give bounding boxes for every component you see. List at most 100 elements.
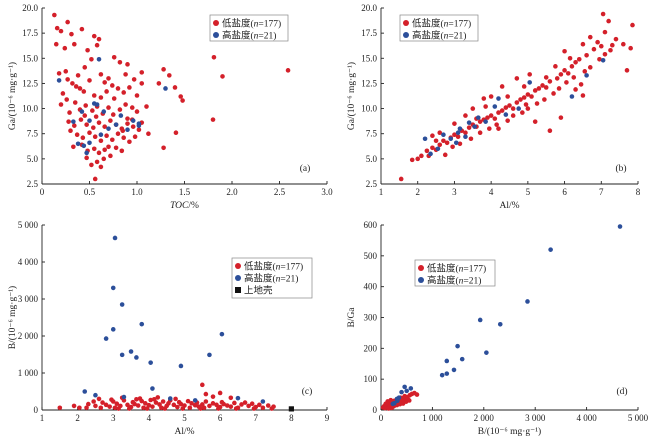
data-point	[151, 396, 157, 402]
data-point	[452, 121, 457, 126]
data-point	[285, 68, 291, 73]
series-low	[398, 11, 635, 182]
y-tick-label: 2 000	[18, 331, 39, 341]
data-point	[102, 124, 107, 129]
data-point	[54, 25, 60, 31]
data-point	[83, 103, 88, 108]
data-point	[584, 73, 589, 78]
x-tick-label: 5 000	[628, 413, 649, 423]
data-point	[525, 299, 530, 304]
data-point	[457, 126, 463, 131]
data-point	[569, 94, 575, 99]
data-point	[161, 145, 166, 151]
x-tick-label: 9	[325, 413, 330, 423]
data-point	[562, 48, 567, 54]
data-point	[84, 155, 89, 161]
data-point	[484, 350, 489, 355]
series-high	[56, 56, 168, 156]
data-point	[422, 136, 428, 142]
x-tick-label: 3	[111, 413, 116, 423]
legend-box	[414, 259, 496, 287]
data-point	[435, 146, 441, 152]
data-point	[521, 95, 527, 100]
data-point	[257, 402, 262, 408]
data-point	[444, 371, 450, 376]
data-point	[510, 113, 516, 118]
data-point	[571, 75, 577, 80]
legend-marker	[213, 32, 219, 38]
data-point	[82, 65, 88, 70]
series-low	[380, 390, 420, 411]
data-point	[64, 97, 69, 102]
data-point	[85, 47, 90, 53]
data-point	[439, 372, 445, 378]
data-point	[567, 55, 573, 61]
x-tick-label: 7	[599, 187, 604, 197]
data-point	[516, 106, 521, 111]
data-point	[203, 399, 209, 404]
data-point	[553, 64, 558, 69]
data-point	[87, 118, 92, 123]
data-point	[111, 54, 117, 60]
data-point	[288, 406, 294, 412]
data-point	[415, 156, 421, 162]
y-tick-label: 4 000	[18, 257, 39, 267]
data-point	[430, 145, 435, 151]
panel-label: (c)	[302, 386, 313, 397]
y-tick-label: 1 000	[18, 368, 39, 378]
data-point	[265, 403, 271, 408]
data-point	[497, 321, 503, 327]
data-point	[437, 142, 443, 148]
data-point	[103, 336, 109, 341]
data-point	[125, 402, 130, 408]
data-point	[488, 94, 494, 99]
x-tick-label: 3.0	[321, 187, 333, 197]
data-point	[496, 96, 501, 101]
data-point	[119, 148, 125, 154]
data-point	[487, 126, 492, 131]
data-point	[569, 64, 575, 69]
data-point	[84, 405, 89, 411]
x-tick-label: 2	[75, 413, 80, 423]
data-point	[66, 119, 71, 124]
data-point	[217, 390, 223, 396]
legend-marker	[403, 32, 409, 38]
data-point	[126, 406, 132, 411]
data-point	[610, 42, 615, 48]
data-point	[143, 401, 148, 406]
data-point	[82, 389, 88, 394]
data-point	[621, 41, 626, 47]
data-point	[565, 71, 571, 76]
data-point	[56, 78, 62, 83]
data-point	[73, 84, 79, 89]
chart-panel-c: 1 2 3 4 5 6 7 8 9 0 1 000 2 000 3 000 4 000 5 000 Al/% B…	[7, 220, 330, 436]
data-point	[207, 403, 212, 409]
data-point	[483, 119, 488, 124]
data-point	[178, 401, 184, 407]
data-point	[198, 406, 203, 411]
data-point	[87, 140, 92, 146]
data-point	[139, 81, 145, 86]
x-tick-label: 3	[452, 187, 457, 197]
data-point	[216, 406, 221, 411]
data-point	[492, 116, 498, 121]
data-point	[542, 97, 547, 102]
data-point	[112, 405, 118, 411]
data-point	[430, 133, 435, 139]
x-tick-label: 0	[379, 413, 384, 423]
data-point	[573, 60, 578, 65]
data-point	[219, 331, 225, 337]
data-point	[389, 405, 395, 411]
data-point	[163, 86, 168, 91]
data-point	[161, 67, 166, 72]
data-point	[98, 138, 104, 144]
y-tick-label: 20.0	[22, 3, 38, 13]
data-point	[496, 126, 501, 131]
data-point	[437, 130, 443, 136]
data-point	[175, 404, 180, 410]
data-point	[428, 151, 433, 157]
data-point	[104, 133, 109, 139]
y-tick-label: 400	[364, 282, 378, 292]
x-tick-label: 4	[147, 413, 152, 423]
data-point	[120, 128, 126, 133]
